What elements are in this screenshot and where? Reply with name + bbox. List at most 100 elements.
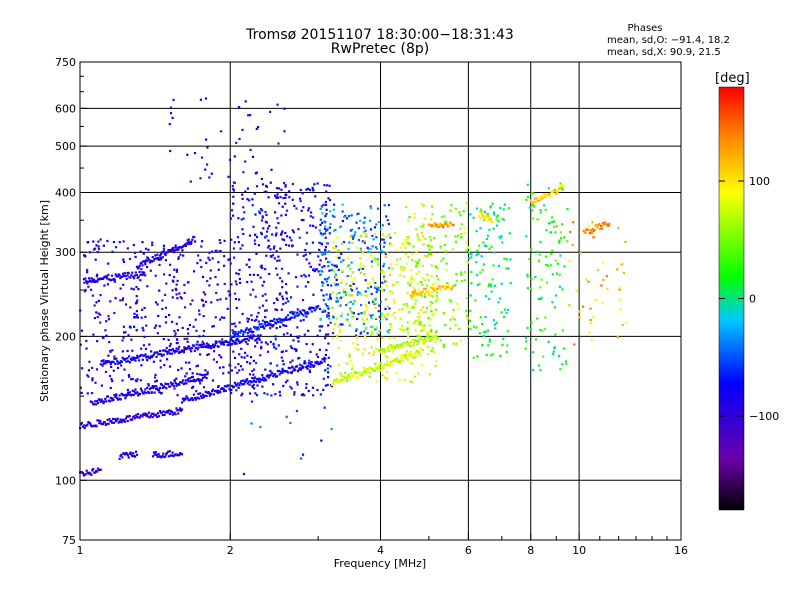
data-point (381, 374, 384, 377)
data-point (408, 310, 411, 314)
data-point (544, 316, 547, 319)
data-point (143, 271, 146, 274)
data-point (288, 367, 291, 370)
data-point (175, 322, 178, 325)
data-point (295, 314, 298, 317)
data-point (556, 190, 559, 193)
data-point (316, 388, 319, 392)
data-point (618, 298, 621, 301)
data-point (469, 309, 472, 312)
data-point (391, 314, 394, 317)
data-point (327, 356, 330, 359)
data-point (565, 360, 568, 363)
data-point (292, 313, 295, 316)
data-point (241, 128, 244, 131)
data-point (503, 308, 507, 311)
data-point (259, 354, 262, 357)
data-point (186, 281, 190, 284)
data-point (235, 333, 238, 336)
data-point (135, 329, 138, 332)
data-point (349, 300, 352, 303)
data-point (365, 368, 369, 371)
data-point (384, 307, 387, 310)
data-point (388, 362, 391, 366)
data-point (316, 334, 319, 337)
data-point (266, 393, 269, 396)
data-point (383, 278, 386, 281)
data-point (254, 392, 257, 395)
data-point (133, 357, 136, 360)
x-axis-label: Frequency [MHz] (334, 557, 426, 570)
data-point (92, 240, 95, 243)
data-point (207, 353, 210, 356)
data-point (121, 339, 124, 342)
data-point (376, 263, 379, 266)
data-point (404, 239, 407, 242)
data-point (235, 389, 238, 392)
data-point (298, 310, 301, 313)
data-point (280, 267, 284, 270)
data-point (350, 311, 353, 314)
data-point (293, 316, 296, 319)
data-point (130, 378, 133, 381)
data-point (109, 386, 112, 390)
data-point (199, 259, 202, 262)
data-point (349, 236, 352, 239)
data-point (285, 324, 288, 327)
data-point (420, 292, 423, 296)
data-point (360, 234, 363, 238)
data-point (279, 233, 283, 236)
data-point (240, 218, 243, 221)
data-point (276, 364, 279, 367)
data-point (198, 313, 201, 316)
data-point (254, 172, 257, 175)
data-point (252, 225, 255, 228)
data-point (347, 375, 350, 378)
data-point (455, 280, 458, 283)
data-point (398, 359, 401, 362)
data-point (186, 328, 189, 331)
data-point (267, 350, 270, 353)
data-point (509, 258, 512, 261)
data-point (99, 363, 102, 366)
data-point (146, 415, 150, 418)
data-point (240, 380, 243, 383)
data-point (253, 376, 257, 379)
data-point (421, 306, 424, 309)
data-point (162, 247, 166, 250)
data-point (604, 222, 607, 225)
data-point (232, 385, 236, 388)
data-point (233, 322, 236, 325)
data-point (530, 277, 533, 280)
data-point (162, 244, 165, 247)
data-point (407, 236, 410, 239)
data-point (261, 294, 264, 297)
data-point (168, 250, 171, 253)
data-point (460, 232, 463, 236)
data-point (369, 285, 373, 288)
data-point (314, 226, 317, 229)
data-point (85, 469, 88, 472)
data-point (227, 258, 230, 261)
data-point (425, 306, 428, 309)
data-point (119, 398, 122, 401)
data-point (558, 185, 561, 188)
data-point (383, 315, 387, 319)
data-point (154, 301, 158, 304)
data-point (318, 362, 321, 365)
data-point (507, 207, 511, 210)
data-point (253, 368, 256, 371)
data-point (381, 314, 384, 317)
data-point (251, 155, 255, 158)
data-point (505, 267, 508, 270)
data-point (319, 218, 322, 221)
data-point (361, 352, 364, 355)
data-point (182, 399, 185, 402)
data-point (191, 375, 194, 378)
data-point (245, 327, 248, 330)
data-point (302, 206, 305, 209)
data-point (385, 251, 389, 254)
data-point (196, 262, 199, 265)
data-point (127, 334, 130, 337)
data-point (175, 283, 178, 286)
